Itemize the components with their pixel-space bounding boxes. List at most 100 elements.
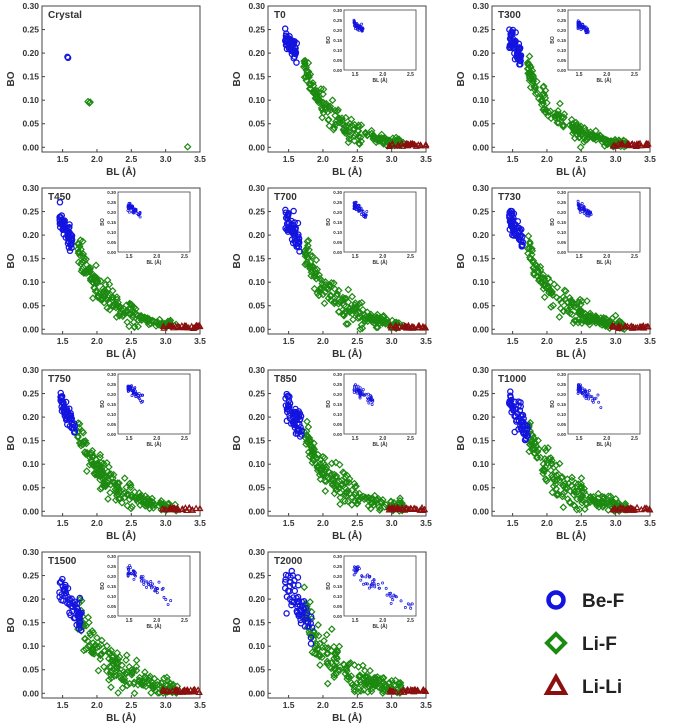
li-f-point	[82, 467, 91, 475]
li-li-point	[179, 505, 187, 512]
inset-x-tick-label: 1.5	[352, 436, 359, 442]
x-tick-label: 2.0	[317, 700, 329, 710]
li-li-point	[404, 141, 412, 149]
be-f-point	[68, 244, 75, 251]
be-f-point	[63, 416, 70, 423]
li-li-point	[413, 687, 421, 694]
li-f-point	[350, 661, 359, 669]
li-f-point	[123, 681, 132, 690]
li-li-point	[409, 322, 417, 330]
y-tick-label: 0.05	[248, 119, 265, 129]
inset-x-axis-label: BL (Å)	[373, 623, 388, 630]
x-tick-label: 2.0	[91, 518, 103, 528]
li-f-point	[141, 673, 150, 681]
li-f-point	[332, 458, 340, 467]
inset-be-f-point	[580, 386, 584, 390]
li-f-point	[92, 461, 100, 469]
inset-x-axis-label: BL (Å)	[373, 441, 388, 448]
li-f-point	[359, 492, 368, 501]
li-f-point	[570, 488, 579, 496]
x-tick-label: 3.0	[386, 336, 398, 346]
li-f-point	[332, 298, 341, 307]
li-f-point	[345, 673, 353, 681]
inset-y-tick-label: 0.20	[107, 574, 116, 579]
li-f-point	[585, 320, 594, 329]
li-f-point	[157, 679, 165, 687]
li-f-point	[548, 291, 557, 299]
li-f-point	[312, 256, 321, 264]
y-tick-label: 0.10	[472, 459, 489, 469]
inset-y-axis-label: BO	[100, 400, 106, 408]
li-f-point	[568, 310, 577, 319]
li-f-point	[130, 488, 139, 496]
li-f-point	[119, 676, 128, 684]
li-f-point	[331, 111, 339, 120]
li-f-point	[547, 459, 556, 467]
inset-be-f-point	[584, 30, 588, 34]
inset-x-axis-label: BL (Å)	[147, 259, 162, 266]
li-f-point	[92, 261, 100, 270]
y-tick-label: 0.05	[472, 301, 489, 311]
y-tick-label: 0.25	[248, 571, 265, 581]
inset-x-tick-label: 1.5	[576, 436, 583, 442]
li-f-point	[338, 114, 346, 123]
li-li-point	[637, 141, 645, 149]
be-f-point	[519, 233, 526, 240]
li-f-point	[328, 96, 337, 105]
inset-be-f-point	[372, 583, 376, 587]
li-f-point	[306, 251, 315, 260]
legend-marker-be-f	[546, 590, 566, 610]
plot-frame	[267, 551, 427, 699]
li-f-point	[98, 484, 106, 492]
li-li-point	[385, 503, 393, 511]
inset-be-f-point	[591, 400, 595, 404]
li-f-point	[300, 57, 308, 65]
li-li-point	[182, 323, 190, 330]
li-li-point	[625, 140, 633, 147]
inset-y-tick-label: 0.25	[333, 564, 342, 569]
panel-title: T730	[498, 192, 521, 203]
inset-be-f-point	[577, 385, 581, 389]
inset-be-f-point	[387, 592, 391, 595]
li-f-point	[318, 101, 327, 109]
li-f-point	[356, 133, 365, 142]
li-f-point	[597, 498, 606, 506]
inset-be-f-point	[369, 395, 373, 399]
li-f-point	[378, 135, 386, 143]
be-f-point	[511, 39, 519, 47]
y-tick-label: 0.20	[22, 48, 39, 58]
li-f-point	[388, 316, 397, 325]
li-f-point	[99, 288, 108, 297]
li-f-point	[99, 285, 107, 293]
li-f-point	[524, 249, 532, 258]
li-f-point	[547, 303, 555, 311]
inset-be-f-point	[164, 598, 168, 601]
y-tick-label: 0.15	[248, 436, 265, 446]
li-f-point	[105, 280, 114, 289]
inset-y-tick-label: 0.10	[107, 594, 116, 599]
inset-be-f-point	[410, 602, 414, 606]
be-f-point	[518, 242, 526, 249]
x-axis-label: BL (Å)	[106, 711, 136, 723]
inset-be-f-point	[585, 394, 589, 398]
be-f-point	[291, 418, 298, 425]
li-li-point	[417, 141, 425, 148]
li-f-point	[113, 479, 122, 487]
li-f-point	[307, 450, 315, 459]
inset-frame	[117, 373, 191, 435]
li-f-point	[306, 84, 315, 93]
inset-y-tick-label: 0.05	[333, 422, 342, 427]
li-li-point	[401, 506, 409, 513]
li-f-point	[375, 319, 384, 327]
y-tick-label: 0.05	[472, 483, 489, 493]
inset-be-f-point	[576, 24, 580, 28]
li-f-point	[375, 503, 383, 511]
inset-be-f-point	[357, 28, 361, 32]
be-f-point	[76, 610, 83, 618]
y-tick-label: 0.30	[22, 547, 39, 557]
x-tick-label: 2.5	[125, 336, 137, 346]
li-f-point	[555, 295, 564, 304]
y-axis-label: BO	[6, 253, 17, 268]
li-f-point	[344, 121, 352, 130]
li-f-point	[578, 487, 586, 496]
